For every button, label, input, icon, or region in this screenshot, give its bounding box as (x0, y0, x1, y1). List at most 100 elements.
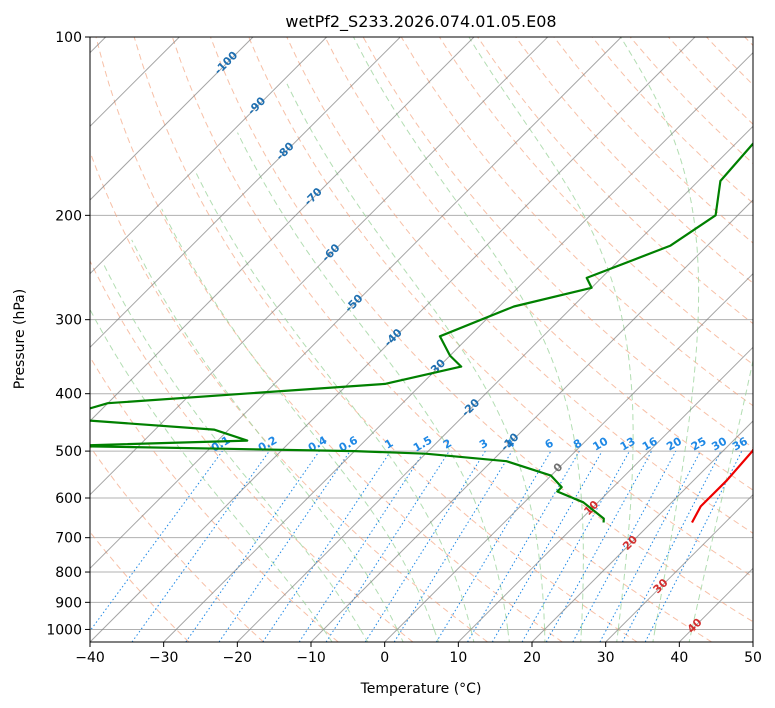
x-tick-label: 10 (449, 650, 467, 666)
x-tick-label: 0 (380, 650, 389, 666)
moist-adiabat (652, 629, 656, 642)
dry-adiabat (171, 37, 712, 642)
moist-adiabat (580, 629, 582, 642)
isotherm-label: -50 (342, 292, 365, 315)
moist-adiabat (131, 239, 398, 630)
dry-adiabat (90, 445, 264, 642)
dry-adiabat (553, 37, 753, 244)
dry-adiabat (515, 37, 753, 284)
y-tick-label: 800 (55, 565, 82, 581)
isotherm-line (90, 37, 696, 642)
x-tick-label: −40 (75, 650, 105, 666)
mixing-ratio-line (393, 450, 513, 642)
y-tick-label: 300 (55, 313, 82, 329)
isotherm-label: -80 (273, 139, 296, 162)
isotherm-line (90, 37, 328, 275)
dry-adiabat (90, 356, 339, 642)
isotherm-label: -40 (382, 326, 405, 349)
y-tick-label: 900 (55, 595, 82, 611)
moist-adiabat (359, 629, 369, 642)
dry-adiabat (744, 37, 753, 47)
mixing-ratio-line (467, 450, 580, 642)
mixing-ratio-line (521, 450, 630, 642)
y-tick-label: 100 (55, 30, 82, 46)
mixing-ratio-line (325, 450, 450, 642)
mixing-ratio-line (491, 450, 603, 642)
mixing-ratio-line (262, 450, 392, 642)
moist-adiabat (691, 358, 753, 630)
isotherm-line (384, 272, 753, 642)
mixing-ratio-line (90, 450, 223, 632)
isotherm-line (90, 37, 475, 422)
mixing-ratio-line (131, 450, 270, 642)
x-axis-title: Temperature (°C) (360, 681, 482, 697)
y-tick-label: 400 (55, 387, 82, 403)
grid-layer (90, 37, 753, 642)
dry-adiabat (668, 37, 753, 125)
chart-title: wetPf2_S233.2026.074.01.05.E08 (285, 12, 556, 32)
mixing-ratio-line (599, 450, 701, 642)
moist-adiabat (195, 173, 472, 630)
mixing-ratio-label: 2 (441, 437, 454, 452)
x-tick-label: 50 (744, 650, 762, 666)
dry-adiabat (90, 531, 190, 642)
isotherm-label: 40 (685, 616, 705, 636)
temperature-profile (691, 447, 753, 524)
dry-adiabat (90, 259, 414, 642)
mixing-ratio-line (545, 450, 653, 642)
isotherm-label: 0 (551, 460, 566, 475)
dry-adiabat (438, 37, 753, 366)
isotherm-line (163, 51, 753, 642)
isotherm-line (90, 37, 401, 349)
isotherm-label: -100 (212, 48, 241, 77)
isotherm-label: -20 (459, 396, 482, 419)
y-tick-label: 500 (55, 444, 82, 460)
isotherm-label: -70 (302, 185, 325, 208)
moist-adiabat (688, 629, 693, 642)
mixing-ratio-line (364, 450, 486, 642)
isotherm-line (605, 493, 753, 642)
isotherm-line (457, 346, 753, 642)
series-layer (90, 141, 753, 524)
dry-adiabat (210, 37, 753, 623)
moist-adiabat (237, 132, 509, 630)
moist-adiabat (353, 37, 584, 630)
dry-adiabat (133, 37, 638, 642)
isotherm-line (752, 641, 753, 642)
moist-adiabat (620, 37, 700, 630)
dry-adiabat (324, 37, 753, 491)
y-axis-title: Pressure (hPa) (12, 289, 28, 389)
moist-adiabat (396, 629, 404, 642)
moist-adiabat (468, 37, 634, 630)
y-tick-label: 1000 (46, 622, 82, 638)
mixing-ratio-line (435, 450, 552, 642)
isotherm-line (236, 125, 753, 642)
isotherm-line (90, 37, 254, 201)
y-tick-label: 200 (55, 208, 82, 224)
x-tick-label: −10 (296, 650, 326, 666)
moist-adiabat (616, 629, 619, 642)
y-tick-label: 600 (55, 491, 82, 507)
x-tick-label: 30 (597, 650, 615, 666)
moist-adiabat (102, 262, 361, 630)
x-tick-label: 40 (670, 650, 688, 666)
isotherm-label: -10 (498, 430, 521, 453)
dry-adiabat (95, 37, 563, 642)
isotherm-line (90, 37, 549, 496)
mixing-ratio-line (218, 450, 351, 642)
x-axis: −40 −30 −20 −10 0 10 20 30 40 50 (75, 642, 762, 666)
moist-adiabat (323, 629, 333, 642)
mixing-ratio-line (572, 450, 677, 642)
dry-adiabat (591, 37, 753, 204)
x-tick-label: −30 (149, 650, 179, 666)
dewpoint-profile (90, 141, 753, 523)
dry-adiabat (706, 37, 753, 86)
x-tick-label: −20 (223, 650, 253, 666)
isotherm-label: -30 (425, 356, 448, 379)
moist-adiabat (433, 629, 439, 642)
isotherm-line (678, 567, 753, 642)
moist-adiabat (507, 629, 510, 642)
dry-adiabat (248, 37, 753, 578)
isotherm-line (531, 420, 753, 642)
